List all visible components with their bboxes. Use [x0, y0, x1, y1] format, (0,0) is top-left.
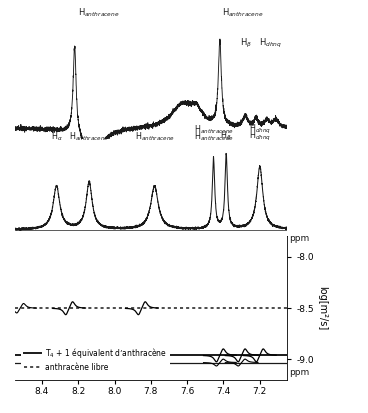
Text: H$_{anthracene}$: H$_{anthracene}$ — [135, 130, 174, 142]
Text: H$_{dhnq}$: H$_{dhnq}$ — [249, 123, 271, 136]
Legend: T$_4$ + 1 équivalent d’anthracène, anthracène libre: T$_4$ + 1 équivalent d’anthracène, anthr… — [21, 343, 170, 375]
Text: H$_{anthracene}$: H$_{anthracene}$ — [69, 130, 109, 142]
Text: H$_{anthracene}$: H$_{anthracene}$ — [78, 6, 120, 19]
Text: H$_{anthracene}$: H$_{anthracene}$ — [222, 6, 263, 19]
Text: H$_{dhnq}$: H$_{dhnq}$ — [249, 130, 271, 142]
Text: ppm: ppm — [289, 234, 309, 243]
Text: H$_{anthracene}$: H$_{anthracene}$ — [194, 130, 233, 142]
Text: H$_{\beta}$: H$_{\beta}$ — [240, 37, 252, 50]
Text: H$_{\beta}$: H$_{\beta}$ — [220, 130, 232, 142]
Text: H$_{\alpha}$: H$_{\alpha}$ — [51, 130, 62, 142]
Text: H$_{dhnq}$: H$_{dhnq}$ — [259, 37, 282, 50]
Text: ppm: ppm — [289, 368, 309, 377]
Text: H$_{anthracene}$: H$_{anthracene}$ — [194, 123, 233, 136]
Y-axis label: log[m²/s]: log[m²/s] — [318, 286, 328, 330]
